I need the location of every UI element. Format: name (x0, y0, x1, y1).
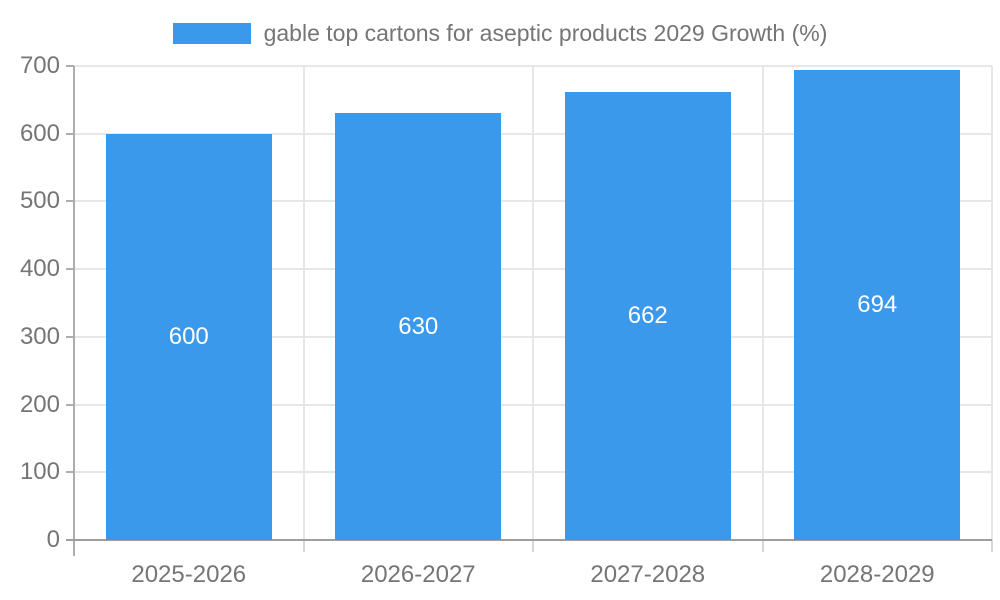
y-axis-tick (66, 200, 74, 203)
gridline-vertical (991, 66, 993, 540)
y-axis-tick (66, 65, 74, 67)
y-axis-tick (66, 335, 74, 338)
chart-legend: gable top cartons for aseptic products 2… (0, 20, 1000, 47)
legend-swatch-icon (172, 23, 251, 44)
y-axis-tick-label: 100 (19, 458, 60, 486)
bar-value-label: 600 (168, 322, 209, 350)
x-axis-tick (532, 540, 534, 552)
y-axis-tick (66, 403, 74, 406)
y-axis-tick (66, 132, 74, 135)
y-axis-tick-label: 0 (46, 526, 60, 553)
y-axis-tick-label: 300 (19, 322, 60, 350)
bar (794, 70, 961, 540)
bar (564, 91, 731, 540)
x-axis-category-label: 2025-2026 (131, 561, 247, 588)
y-axis-tick (66, 268, 74, 271)
bar (105, 133, 272, 540)
y-axis-line (73, 66, 75, 556)
gridline-vertical (302, 66, 305, 540)
y-axis-tick-label: 700 (19, 52, 60, 79)
legend-series-label: gable top cartons for aseptic products 2… (263, 20, 828, 46)
x-axis-tick (761, 540, 764, 552)
x-axis-category-label: 2027-2028 (590, 561, 706, 588)
x-axis-tick (991, 540, 993, 552)
gridline-vertical (532, 66, 534, 540)
bar-value-label: 694 (857, 291, 898, 319)
x-axis-baseline (66, 539, 992, 541)
y-axis-tick-label: 600 (19, 119, 60, 147)
legend-item[interactable]: gable top cartons for aseptic products 2… (172, 20, 828, 47)
bar-value-label: 630 (398, 312, 439, 340)
gridline-vertical (761, 66, 764, 540)
x-axis-tick (302, 540, 305, 552)
bar-value-label: 662 (627, 301, 668, 329)
y-axis-tick (66, 471, 74, 474)
y-axis-tick-label: 200 (19, 390, 60, 418)
x-axis-category-label: 2026-2027 (360, 561, 476, 588)
y-axis-tick-label: 400 (19, 255, 60, 283)
bar (335, 113, 502, 540)
x-axis-category-label: 2028-2029 (819, 561, 935, 588)
y-axis-tick-label: 500 (19, 187, 60, 215)
plot-area: 0 100 200 300 400 500 600 700 600 2025-2026 630 202… (20, 53, 993, 588)
